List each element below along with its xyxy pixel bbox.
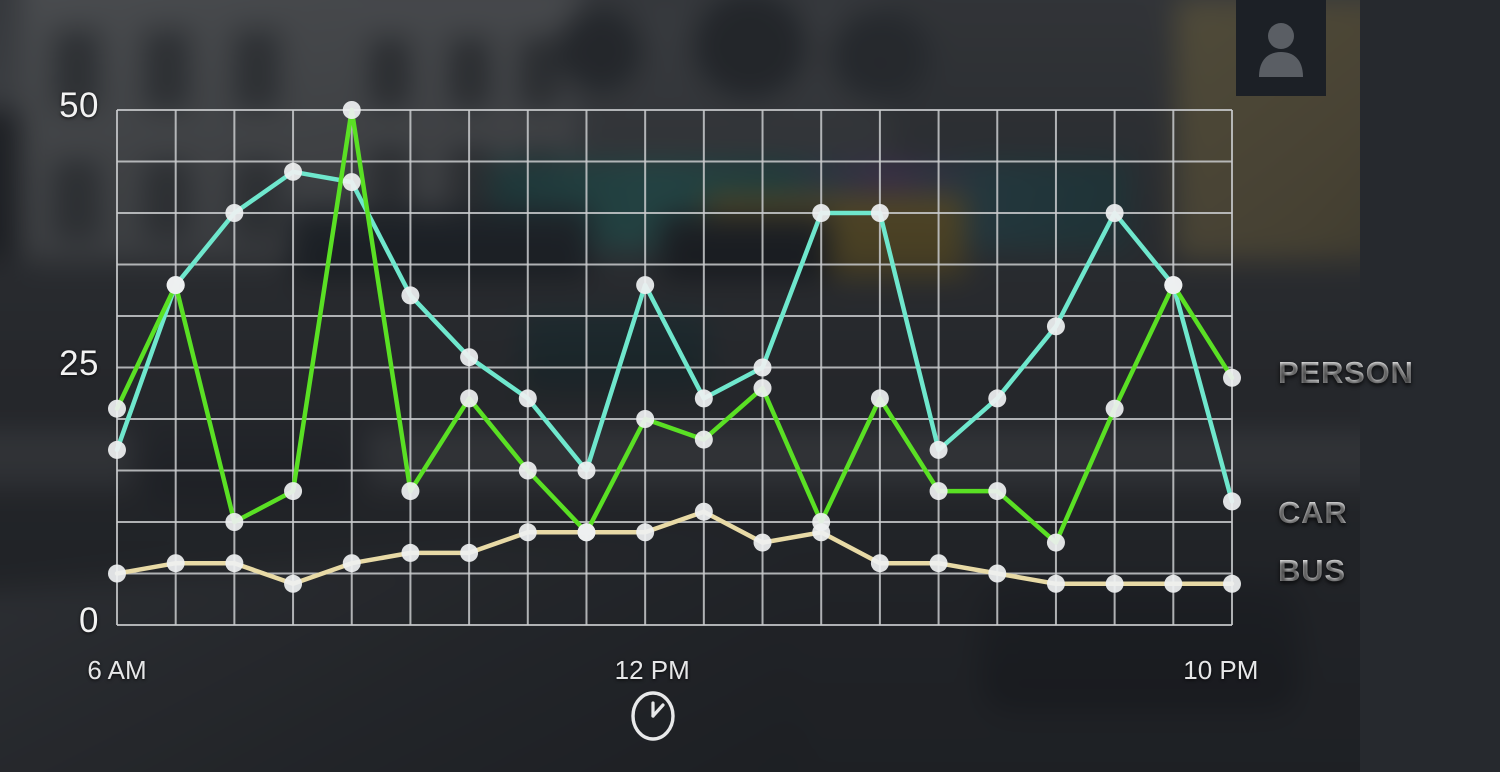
data-point[interactable] bbox=[225, 554, 244, 573]
data-point[interactable] bbox=[988, 482, 1007, 501]
data-point[interactable] bbox=[870, 554, 889, 573]
data-point[interactable] bbox=[929, 482, 948, 501]
data-point[interactable] bbox=[753, 533, 772, 552]
chart-series-lines bbox=[114, 107, 1235, 587]
data-point[interactable] bbox=[1164, 276, 1183, 295]
x-axis-tick: 6 AM bbox=[87, 655, 147, 685]
legend-item-car[interactable]: CAR bbox=[1278, 495, 1348, 530]
data-point[interactable] bbox=[988, 389, 1007, 408]
right-side-panel bbox=[1360, 0, 1500, 772]
data-point[interactable] bbox=[518, 389, 537, 408]
data-point[interactable] bbox=[460, 543, 479, 562]
chart-data-points bbox=[108, 101, 1241, 593]
series-line-car bbox=[114, 107, 1235, 545]
data-point[interactable] bbox=[1105, 574, 1124, 593]
data-point[interactable] bbox=[636, 410, 655, 428]
data-point[interactable] bbox=[108, 440, 126, 459]
data-point[interactable] bbox=[636, 276, 655, 295]
data-point[interactable] bbox=[284, 162, 303, 181]
data-point[interactable] bbox=[577, 461, 596, 480]
data-point[interactable] bbox=[225, 204, 244, 222]
data-point[interactable] bbox=[166, 276, 185, 295]
data-point[interactable] bbox=[694, 389, 713, 408]
data-point[interactable] bbox=[401, 543, 420, 562]
data-point[interactable] bbox=[753, 358, 772, 377]
clock-icon bbox=[631, 691, 675, 741]
data-point[interactable] bbox=[870, 389, 889, 408]
y-axis-tick-25: 25 bbox=[59, 343, 99, 383]
data-point[interactable] bbox=[929, 554, 948, 573]
data-point[interactable] bbox=[636, 523, 655, 542]
data-point[interactable] bbox=[518, 523, 537, 542]
data-point[interactable] bbox=[694, 430, 713, 449]
series-line-person bbox=[114, 169, 1235, 504]
data-point[interactable] bbox=[460, 389, 479, 408]
person-icon bbox=[1259, 23, 1303, 77]
data-point[interactable] bbox=[988, 564, 1007, 583]
data-point[interactable] bbox=[401, 482, 420, 501]
data-point[interactable] bbox=[577, 523, 596, 542]
data-point[interactable] bbox=[225, 513, 244, 531]
data-point[interactable] bbox=[1223, 492, 1241, 511]
person-thumbnail-panel[interactable] bbox=[1236, 0, 1326, 96]
data-point[interactable] bbox=[342, 101, 361, 119]
data-point[interactable] bbox=[460, 348, 479, 367]
data-point[interactable] bbox=[694, 502, 713, 521]
series-line-bus bbox=[114, 509, 1235, 587]
data-point[interactable] bbox=[342, 554, 361, 573]
data-point[interactable] bbox=[108, 399, 126, 418]
data-point[interactable] bbox=[1046, 574, 1065, 593]
data-point[interactable] bbox=[1105, 399, 1124, 418]
data-point[interactable] bbox=[1223, 368, 1241, 387]
data-point[interactable] bbox=[1164, 574, 1183, 593]
data-point[interactable] bbox=[401, 286, 420, 305]
data-point[interactable] bbox=[518, 461, 537, 480]
data-point[interactable] bbox=[284, 482, 303, 501]
data-point[interactable] bbox=[812, 523, 831, 542]
legend-item-person[interactable]: PERSON bbox=[1278, 355, 1414, 390]
data-point[interactable] bbox=[108, 564, 126, 583]
data-point[interactable] bbox=[929, 440, 948, 459]
data-point[interactable] bbox=[1046, 533, 1065, 552]
data-point[interactable] bbox=[166, 554, 185, 573]
scene-dimmer bbox=[0, 0, 1360, 772]
x-axis-tick: 10 PM bbox=[1183, 655, 1259, 685]
data-point[interactable] bbox=[284, 574, 303, 593]
x-axis-tick: 12 PM bbox=[614, 655, 690, 685]
y-axis-tick-50: 50 bbox=[59, 86, 99, 125]
data-point[interactable] bbox=[342, 173, 361, 192]
data-point[interactable] bbox=[1105, 204, 1124, 222]
data-point[interactable] bbox=[870, 204, 889, 222]
data-point[interactable] bbox=[812, 204, 831, 222]
chart-gridlines bbox=[116, 109, 1233, 626]
data-point[interactable] bbox=[1046, 317, 1065, 336]
legend-item-bus[interactable]: BUS bbox=[1278, 553, 1346, 588]
data-point[interactable] bbox=[753, 379, 772, 398]
data-point[interactable] bbox=[1223, 574, 1241, 593]
y-axis-tick-0: 0 bbox=[79, 601, 99, 640]
